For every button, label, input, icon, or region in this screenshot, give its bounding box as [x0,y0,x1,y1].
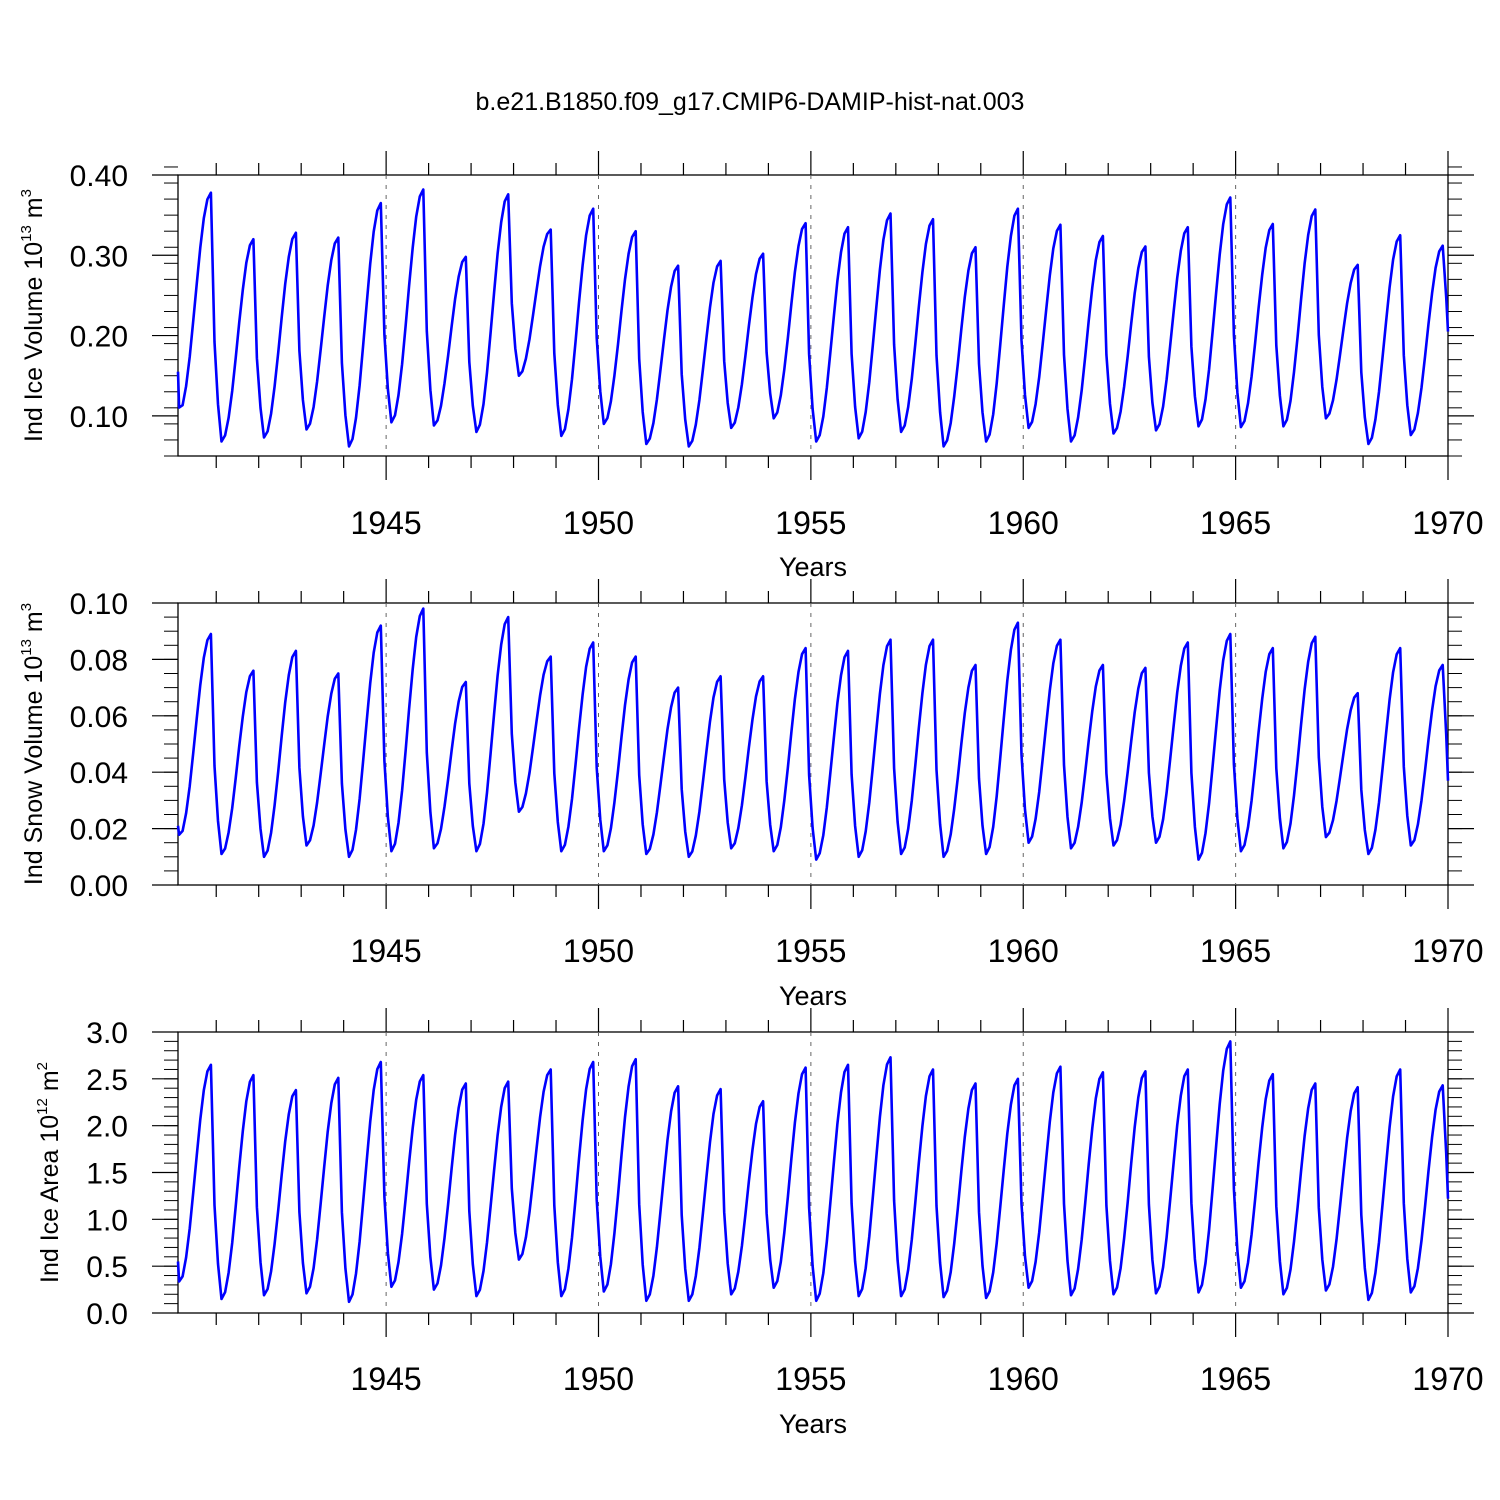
x-tick-label: 1965 [1200,933,1271,969]
y-tick-label: 0.04 [70,757,128,790]
x-tick-label: 1955 [775,933,846,969]
x-tick-label: 1955 [775,1361,846,1397]
x-tick-label: 1965 [1200,505,1271,541]
series-line-2 [176,607,1450,861]
x-axis-label: Years [779,1409,847,1439]
y-tick-label: 0.10 [70,588,128,621]
x-tick-label: 1950 [563,1361,634,1397]
y-axis-label-unit-exp: 3 [18,603,35,611]
x-tick-label: 1970 [1412,933,1483,969]
x-tick-label: 1945 [351,933,422,969]
panel-2: 1945 1950 1955 1960 1965 1970 Years 0.00 0.02 0.0… [18,579,1484,1011]
y-tick-label: 0.40 [70,160,128,193]
y-axis-label-exp: 13 [18,639,35,656]
y-axis-label-unit: m [20,611,48,639]
series-line-3 [176,1040,1450,1304]
y-tick-label: 1.5 [86,1158,128,1191]
y-tick-label: 0.0 [86,1298,128,1331]
y-axis-label-exp: 13 [18,225,35,242]
y-tick-label: 1.0 [86,1204,128,1237]
x-tick-label: 1960 [988,505,1059,541]
x-axis-label: Years [779,552,847,582]
panel-3: 1945 1950 1955 1960 1965 1970 Years 0.0 0.5 1.0 1.… [34,1008,1484,1439]
y-tick-label: 0.00 [70,870,128,903]
y-tick-label: 0.06 [70,701,128,734]
y-tick-label: 0.02 [70,814,128,847]
x-tick-label: 1960 [988,933,1059,969]
y-tick-label: 2.0 [86,1111,128,1144]
y-axis-label-unit: m [20,197,48,225]
x-axis-label: Years [779,981,847,1011]
y-axis-label-base: Ind Ice Area 10 [36,1115,64,1283]
y-axis-label: Ind Snow Volume 1013 m3 [18,603,48,885]
y-tick-label: 0.10 [70,401,128,434]
x-tick-label: 1945 [351,1361,422,1397]
y-axis-label-base: Ind Ice Volume 10 [20,242,48,442]
y-tick-label: 3.0 [86,1017,128,1050]
x-tick-label: 1960 [988,1361,1059,1397]
y-axis-label-base: Ind Snow Volume 10 [20,656,48,885]
x-tick-label: 1955 [775,505,846,541]
y-axis-label-unit-exp: 3 [18,189,35,197]
y-tick-label: 0.5 [86,1251,128,1284]
y-axis-label-exp: 12 [34,1098,51,1115]
x-tick-label: 1965 [1200,1361,1271,1397]
x-tick-label: 1950 [563,933,634,969]
x-tick-label: 1945 [351,505,422,541]
x-tick-label: 1950 [563,505,634,541]
y-tick-label: 2.5 [86,1064,128,1097]
y-tick-label: 0.08 [70,644,128,677]
series-line-1 [176,188,1450,448]
y-axis-label: Ind Ice Volume 1013 m3 [18,189,48,442]
y-axis-label-unit-exp: 2 [34,1062,51,1070]
y-tick-label: 0.30 [70,240,128,273]
x-tick-label: 1970 [1412,1361,1483,1397]
y-axis-label-unit: m [36,1070,64,1098]
y-tick-label: 0.20 [70,321,128,354]
panel-1: 1945 1950 1955 1960 1965 1970 Years 0.10 0.20 0.3… [18,151,1484,582]
chart-title: b.e21.B1850.f09_g17.CMIP6-DAMIP-hist-nat… [476,88,1025,116]
x-tick-label: 1970 [1412,505,1483,541]
y-axis-label: Ind Ice Area 1012 m2 [34,1062,64,1283]
panels: 1945 1950 1955 1960 1965 1970 Years 0.10 0.20 0.3… [18,151,1484,1439]
